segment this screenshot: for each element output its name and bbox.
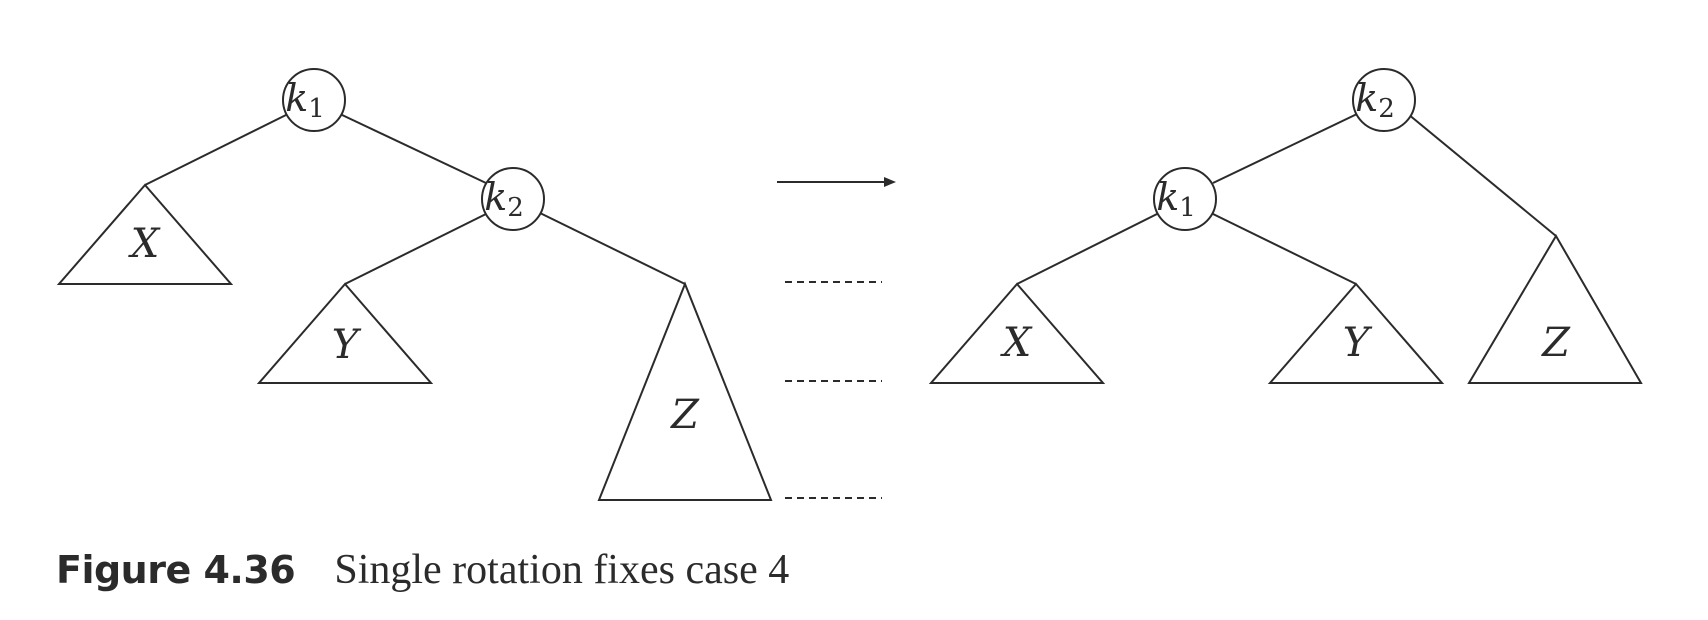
subtree-y-label-before: Y [332, 322, 362, 368]
after-tree: X Y Z k2 k1 [928, 68, 1643, 384]
edge-k2-z [539, 212, 686, 285]
subtree-z-label-before: Z [669, 392, 700, 438]
edge-k1-x [1016, 212, 1160, 285]
subtree-z-label-after: Z [1540, 320, 1571, 366]
subtree-x-before [56, 183, 234, 285]
node-k1-after [1153, 167, 1217, 231]
transform-arrow [777, 177, 896, 187]
node-k1-before [282, 68, 346, 132]
subtree-y-after [1267, 282, 1445, 384]
subtree-x-label-before: X [128, 221, 161, 267]
subtree-z-after [1467, 234, 1643, 384]
edge-k2-y [344, 212, 489, 285]
node-k1-label-before: k1 [285, 76, 325, 124]
edge-k1-x [144, 113, 289, 186]
subtree-x-label-after: X [1000, 320, 1033, 366]
edge-k1-k2 [339, 113, 487, 184]
subtree-y-before [256, 282, 434, 384]
figure-caption: Figure 4.36 Single rotation fixes case 4 [56, 540, 789, 600]
edge-k1-y [1210, 212, 1357, 285]
edge-k2-k1 [1212, 113, 1358, 184]
figure-caption-text: Single rotation fixes case 4 [334, 547, 790, 593]
arrow-head [884, 177, 896, 187]
node-k2-label-before: k2 [484, 175, 524, 223]
node-k2-label-after: k2 [1355, 76, 1395, 124]
before-tree: X Y Z k1 k2 [56, 68, 773, 501]
node-k2-after [1352, 68, 1416, 132]
subtree-y-label-after: Y [1343, 320, 1373, 366]
figure-number: Figure 4.36 [56, 548, 296, 592]
subtree-x-after [928, 282, 1106, 384]
node-k1-label-after: k1 [1156, 175, 1196, 223]
subtree-z-before [597, 281, 773, 501]
edge-k2-z [1407, 113, 1557, 237]
node-k2-before [481, 167, 545, 231]
